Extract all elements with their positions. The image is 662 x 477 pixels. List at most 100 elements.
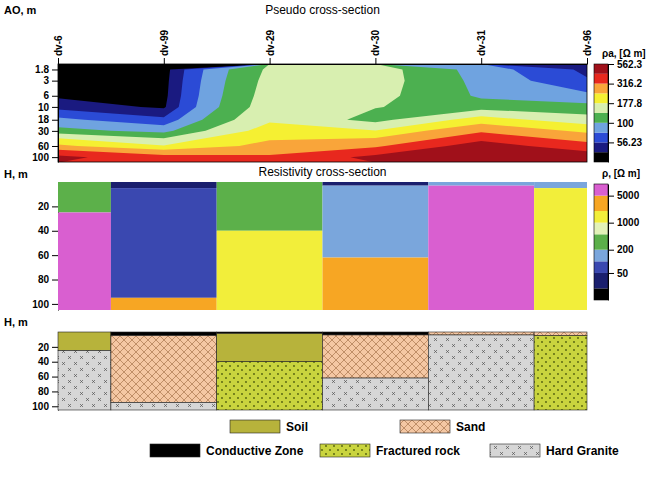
colorbar-band [594, 113, 608, 123]
x-axis: dv-6dv-99dv-29dv-30dv-31dv-96 [53, 29, 593, 64]
tick-label: 60 [38, 371, 50, 382]
contour-band [58, 64, 587, 162]
tick-mark [52, 146, 58, 147]
tick-label: 5000 [617, 190, 640, 201]
resistivity-layer [58, 212, 111, 310]
lithology-layer [111, 336, 217, 403]
legend-label: Conductive Zone [206, 444, 304, 458]
tick: dv-99 [159, 29, 170, 64]
tick-mark [52, 206, 58, 207]
tick-mark [608, 273, 614, 274]
tick-mark [608, 250, 614, 251]
tick-mark [52, 304, 58, 305]
tick: 56.23 [608, 137, 642, 148]
legend-swatch [230, 420, 280, 433]
tick-mark [52, 120, 58, 121]
tick-mark [52, 131, 58, 132]
tick-mark [608, 64, 614, 65]
colorbar-title: ρa, [Ω m] [602, 48, 646, 59]
tick-mark [608, 196, 614, 197]
tick-mark [608, 142, 614, 143]
tick-label: 20 [38, 342, 50, 353]
tick: 6 [43, 90, 58, 101]
tick-mark [52, 391, 58, 392]
tick: 80 [38, 274, 58, 285]
colorbar-band [594, 223, 608, 235]
resistivity-layer [217, 231, 323, 310]
lithology-layer [323, 378, 429, 410]
tick: 5000 [608, 190, 640, 201]
tick: 3 [43, 75, 58, 86]
resistivity-layer [217, 182, 323, 231]
contour-band [58, 64, 587, 162]
tick-label: dv-96 [582, 29, 593, 56]
tick-label: 56.23 [617, 137, 642, 148]
panel-title: Pseudo cross-section [265, 3, 380, 17]
resistivity-layer [428, 186, 534, 310]
tick: dv-31 [476, 29, 487, 64]
resistivity-layer [58, 182, 111, 212]
tick-mark [608, 84, 614, 85]
legend-label: Fractured rock [376, 444, 460, 458]
tick: 200 [608, 244, 634, 255]
tick: 100 [32, 401, 58, 412]
resistivity-layer [323, 258, 429, 310]
tick: dv-96 [582, 29, 593, 64]
contour-band [58, 132, 587, 162]
tick-label: 100 [32, 401, 49, 412]
axis-line [608, 185, 609, 301]
colorbar-band [594, 288, 608, 300]
tick-label: 3 [43, 75, 49, 86]
tick: 100 [32, 299, 58, 310]
tick-mark [52, 347, 58, 348]
lithology-layer [111, 332, 217, 336]
tick-mark [52, 231, 58, 232]
colorbar-band [594, 93, 608, 103]
contour-band [58, 124, 587, 162]
legend-swatch [320, 444, 370, 457]
tick: 10 [38, 102, 58, 113]
panel-title: Resistivity cross-section [258, 165, 386, 179]
tick: 20 [38, 201, 58, 212]
tick-label: dv-99 [159, 29, 170, 56]
legend-label: Sand [456, 420, 485, 434]
tick: 20 [38, 342, 58, 353]
lithology-layer [534, 336, 587, 410]
section-plot [58, 182, 587, 310]
tick-label: 80 [38, 386, 50, 397]
tick: 1.8 [35, 64, 58, 75]
tick: 50 [608, 268, 629, 279]
figure: 1.83610183060100dv-6dv-99dv-29dv-30dv-31… [0, 0, 662, 477]
legend-label: Hard Granite [546, 444, 619, 458]
tick-mark [52, 107, 58, 108]
resistivity-layer [111, 188, 217, 298]
tick-mark [52, 157, 58, 158]
colorbar-title: ρ, [Ω m] [602, 168, 640, 179]
tick-label: 200 [617, 244, 634, 255]
contour-band [58, 116, 587, 162]
tick-mark [608, 103, 614, 104]
tick-mark [52, 280, 58, 281]
axis-line [59, 64, 588, 65]
tick-mark [52, 362, 58, 363]
tick-label: dv-30 [370, 29, 381, 56]
lithology-layer [111, 403, 217, 410]
colorbar-band [594, 211, 608, 223]
plot-frame [58, 64, 587, 162]
axis-line [58, 65, 59, 163]
tick-mark [52, 377, 58, 378]
axis-title: AO, m [4, 4, 37, 16]
lithology-plot [58, 332, 587, 410]
tick-mark [52, 96, 58, 97]
lithology-layer [217, 333, 323, 361]
tick-label: 10 [38, 102, 50, 113]
contour-plot [58, 64, 587, 162]
axis-title: H, m [4, 316, 28, 328]
contour-band [58, 64, 587, 162]
tick-label: 6 [43, 90, 49, 101]
lithology-layer [428, 332, 534, 335]
tick: 60 [38, 141, 58, 152]
resistivity-layer [111, 182, 217, 188]
colorbar-band [594, 64, 608, 74]
y-axis: 20406080100 [32, 183, 58, 311]
